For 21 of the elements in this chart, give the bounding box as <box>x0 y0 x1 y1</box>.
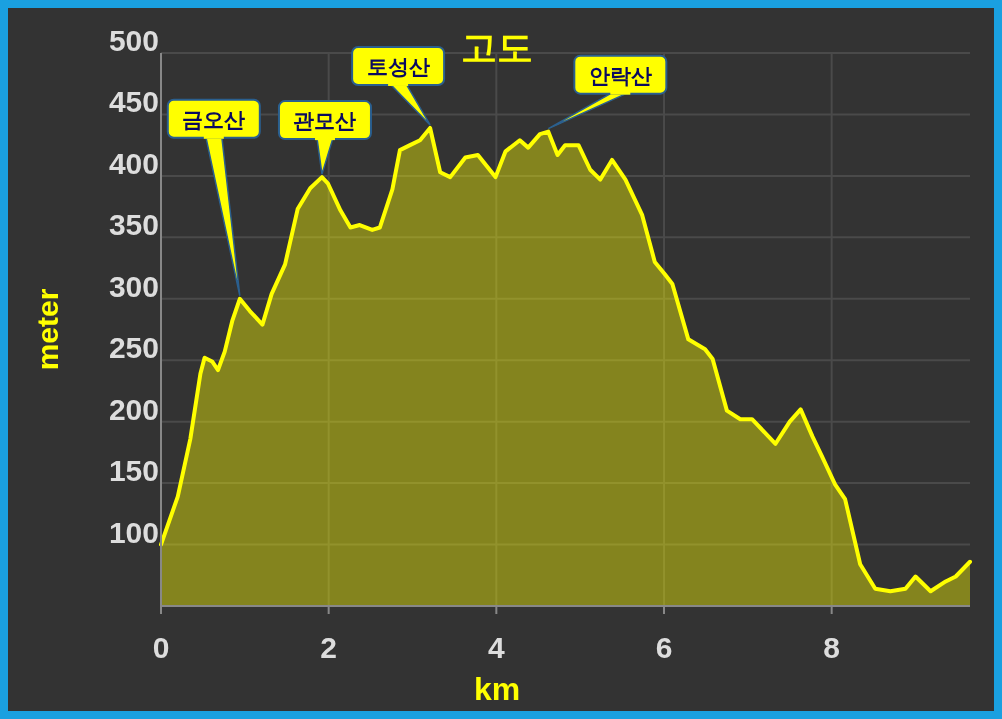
y-tick-label: 500 <box>108 24 159 57</box>
y-tick-label: 100 <box>108 515 159 549</box>
y-tick-label: 350 <box>108 208 159 242</box>
y-axis-title: meter <box>31 288 64 371</box>
y-tick-label: 400 <box>108 146 159 180</box>
y-tick-label: 450 <box>108 85 159 119</box>
annotation: 안락산 <box>588 63 652 87</box>
annotation: 금오산 <box>182 107 246 131</box>
y-tick-label: 200 <box>108 392 159 426</box>
y-tick-label: 150 <box>108 454 159 488</box>
chart-title: 고도 <box>461 27 533 68</box>
x-tick-label: 6 <box>655 631 673 664</box>
x-tick-label: 0 <box>152 631 170 664</box>
y-tick-label: 250 <box>108 331 159 365</box>
x-tick-label: 2 <box>320 631 338 664</box>
x-tick-label: 8 <box>823 631 841 664</box>
x-axis-title: km <box>473 671 521 707</box>
y-tick-label: 300 <box>108 269 159 303</box>
annotation: 관모산 <box>293 109 357 133</box>
annotation: 토성산 <box>366 54 430 78</box>
x-tick-label: 4 <box>487 631 505 664</box>
